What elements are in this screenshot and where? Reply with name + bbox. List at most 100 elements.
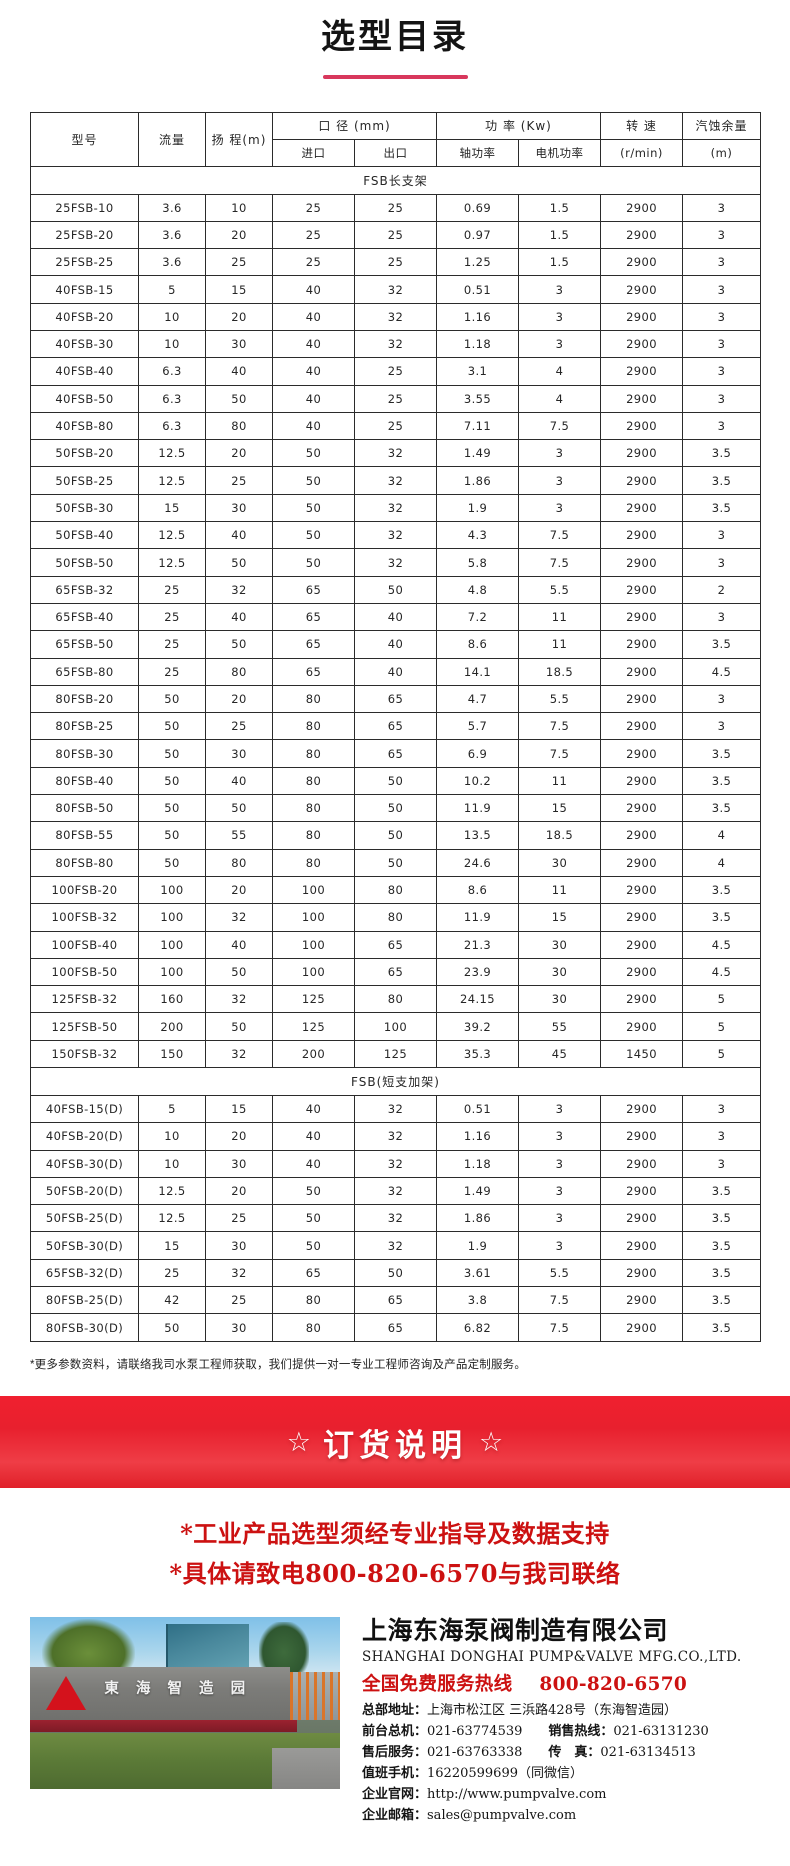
cell-shaft-power: 4.3: [436, 521, 519, 550]
cell-model: 40FSB-80: [30, 411, 139, 441]
donghai-triangle-logo-icon: [45, 1675, 86, 1710]
cell-bore-outlet: 100: [354, 1012, 437, 1041]
cell-bore-outlet: 25: [354, 193, 437, 222]
cell-model: 40FSB-30(D): [30, 1149, 139, 1178]
table-row: 100FSB-20 100 20 100 80 8.6 11 2900 3.5: [30, 875, 761, 905]
cell-bore-inlet: 80: [272, 739, 355, 768]
cell-shaft-power: 3.1: [436, 357, 519, 386]
table-row: 125FSB-50 200 50 125 100 39.2 55 2900 5: [30, 1012, 761, 1041]
cell-speed: 2900: [600, 930, 683, 959]
cell-model: 80FSB-20: [30, 684, 139, 714]
section-header-row: FSB长支架: [30, 165, 761, 195]
cell-motor-power: 3: [518, 1204, 601, 1233]
cell-head: 20: [205, 439, 273, 468]
cell-flow: 50: [138, 794, 206, 823]
cell-model: 150FSB-32: [30, 1039, 139, 1069]
cell-flow: 42: [138, 1286, 206, 1315]
cell-head: 30: [205, 493, 273, 523]
sales-value: 021-63131230: [613, 1724, 709, 1740]
cell-shaft-power: 1.49: [436, 1176, 519, 1206]
cell-bore-outlet: 65: [354, 1286, 437, 1315]
cell-motor-power: 7.5: [518, 739, 601, 768]
cell-shaft-power: 14.1: [436, 657, 519, 686]
table-row: 80FSB-30(D) 50 30 80 65 6.82 7.5 2900 3.5: [30, 1313, 761, 1342]
cell-motor-power: 3: [518, 493, 601, 523]
cell-speed: 2900: [600, 739, 683, 768]
cell-bore-outlet: 32: [354, 1149, 437, 1178]
cell-bore-outlet: 32: [354, 302, 437, 331]
cell-head: 50: [205, 548, 273, 577]
cell-motor-power: 11: [518, 875, 601, 905]
cell-speed: 2900: [600, 302, 683, 331]
cell-bore-inlet: 40: [272, 1122, 355, 1151]
cell-bore-outlet: 25: [354, 384, 437, 413]
cell-motor-power: 3: [518, 1176, 601, 1206]
table-row: 80FSB-50 50 50 80 50 11.9 15 2900 3.5: [30, 794, 761, 823]
table-row: 25FSB-10 3.6 10 25 25 0.69 1.5 2900 3: [30, 193, 761, 222]
cell-motor-power: 1.5: [518, 248, 601, 277]
cell-bore-inlet: 80: [272, 1286, 355, 1315]
sales-label: 销售热线：: [548, 1724, 614, 1740]
company-info: 上海东海泵阀制造有限公司 SHANGHAI DONGHAI PUMP&VALVE…: [340, 1616, 760, 1826]
cell-speed: 2900: [600, 1204, 683, 1233]
col-header-motor-power: 电机功率: [518, 138, 601, 167]
page-title: 选型目录: [321, 17, 469, 57]
cell-shaft-power: 1.16: [436, 1122, 519, 1151]
cell-model: 50FSB-30(D): [30, 1231, 139, 1260]
table-row: 65FSB-32 25 32 65 50 4.8 5.5 2900 2: [30, 575, 761, 604]
cell-bore-outlet: 40: [354, 602, 437, 632]
photo-sign-text: 東 海 智 造 园: [104, 1681, 252, 1698]
table-row: 40FSB-15 5 15 40 32 0.51 3 2900 3: [30, 275, 761, 304]
cell-bore-inlet: 40: [272, 275, 355, 304]
cell-motor-power: 5.5: [518, 575, 601, 604]
cell-model: 50FSB-25: [30, 466, 139, 495]
cell-head: 10: [205, 193, 273, 222]
cell-speed: 2900: [600, 794, 683, 823]
cell-bore-outlet: 32: [354, 1094, 437, 1124]
cell-flow: 50: [138, 739, 206, 768]
cell-speed: 2900: [600, 821, 683, 850]
cell-flow: 25: [138, 602, 206, 632]
cell-shaft-power: 5.7: [436, 712, 519, 741]
cell-flow: 12.5: [138, 521, 206, 550]
table-row: 50FSB-50 12.5 50 50 32 5.8 7.5 2900 3: [30, 548, 761, 577]
cell-npsh: 3: [682, 193, 761, 222]
cell-bore-inlet: 80: [272, 712, 355, 741]
cell-head: 30: [205, 1231, 273, 1260]
cell-npsh: 4: [682, 821, 761, 850]
table-row: 50FSB-30 15 30 50 32 1.9 3 2900 3.5: [30, 493, 761, 523]
cell-bore-outlet: 32: [354, 1231, 437, 1260]
table-row: 25FSB-20 3.6 20 25 25 0.97 1.5 2900 3: [30, 220, 761, 250]
cell-bore-inlet: 25: [272, 193, 355, 222]
photo-hedge: [30, 1720, 297, 1733]
cell-npsh: 4.5: [682, 957, 761, 987]
cell-flow: 12.5: [138, 548, 206, 577]
cell-motor-power: 11: [518, 630, 601, 659]
cell-bore-outlet: 125: [354, 1039, 437, 1069]
cell-model: 80FSB-25(D): [30, 1286, 139, 1315]
cell-speed: 2900: [600, 1012, 683, 1041]
cell-motor-power: 7.5: [518, 1286, 601, 1315]
table-row: 40FSB-15(D) 5 15 40 32 0.51 3 2900 3: [30, 1094, 761, 1124]
cell-shaft-power: 1.9: [436, 493, 519, 523]
cell-motor-power: 3: [518, 275, 601, 304]
cell-bore-outlet: 32: [354, 493, 437, 523]
table-row: 25FSB-25 3.6 25 25 25 1.25 1.5 2900 3: [30, 248, 761, 277]
cell-motor-power: 3: [518, 439, 601, 468]
table-row: 40FSB-20(D) 10 20 40 32 1.16 3 2900 3: [30, 1122, 761, 1151]
cell-npsh: 3.5: [682, 739, 761, 768]
cell-shaft-power: 7.2: [436, 602, 519, 632]
cell-flow: 25: [138, 575, 206, 604]
col-header-npsh-unit: (m): [682, 138, 761, 167]
cell-npsh: 3: [682, 684, 761, 714]
cell-bore-inlet: 40: [272, 357, 355, 386]
website-value[interactable]: http://www.pumpvalve.com: [427, 1787, 607, 1803]
cell-head: 80: [205, 848, 273, 877]
cell-speed: 2900: [600, 1258, 683, 1288]
table-row: 100FSB-40 100 40 100 65 21.3 30 2900 4.5: [30, 930, 761, 959]
cell-bore-outlet: 40: [354, 657, 437, 686]
switchboard-value: 021-63774539: [427, 1724, 523, 1740]
email-value[interactable]: sales@pumpvalve.com: [427, 1808, 577, 1824]
cell-motor-power: 7.5: [518, 548, 601, 577]
cell-shaft-power: 39.2: [436, 1012, 519, 1041]
